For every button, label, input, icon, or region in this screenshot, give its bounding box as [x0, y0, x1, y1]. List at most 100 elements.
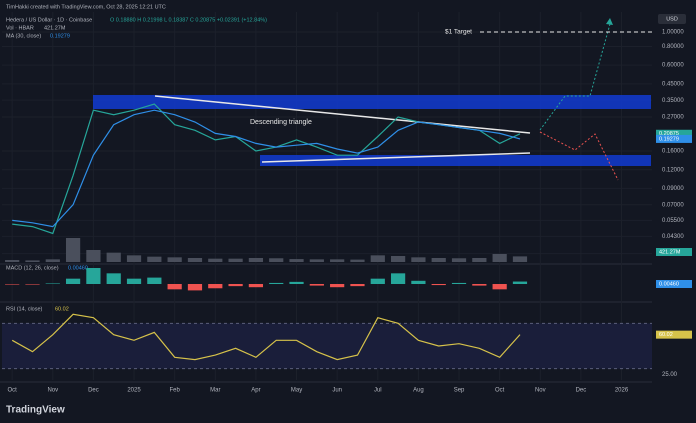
triangle-top	[154, 95, 531, 134]
indicator-line	[11, 313, 521, 361]
value-tag-label: 421.27M	[659, 249, 681, 255]
x-tick-label: May	[291, 388, 302, 394]
bar	[472, 258, 487, 262]
ma-legend: MA (30, close)	[6, 33, 41, 39]
bar	[350, 259, 365, 262]
triangle-bottom	[261, 152, 531, 163]
x-tick-label: Jun	[332, 388, 342, 394]
y-tick-label: 0.07000	[662, 202, 684, 208]
price-tag-label: 0.20875	[659, 131, 679, 137]
rsi-band	[2, 323, 652, 369]
x-tick-label: Feb	[169, 388, 180, 394]
bar	[228, 258, 243, 262]
bar	[350, 284, 365, 287]
bar	[228, 284, 243, 287]
currency[interactable]: USD	[666, 16, 678, 22]
rsi-legend-value: 60.02	[55, 306, 69, 312]
bar	[167, 284, 182, 290]
bar	[106, 273, 121, 284]
x-tick-label: Apr	[251, 388, 260, 394]
bar	[187, 258, 203, 262]
bar	[451, 258, 467, 262]
x-tick-label: Nov	[47, 388, 58, 394]
ma-legend-value: 0.19279	[50, 33, 70, 39]
bar	[126, 255, 142, 262]
bar	[147, 277, 162, 284]
x-tick-label: Mar	[210, 388, 220, 394]
x-tick-label: Jul	[374, 388, 382, 394]
macd-legend: MACD (12, 26, close)	[6, 265, 59, 271]
bar	[390, 256, 406, 262]
y-tick-label: 0.09000	[662, 186, 684, 192]
bar	[167, 257, 182, 262]
x-tick-label: Oct	[495, 388, 505, 394]
bar	[309, 259, 324, 262]
y-tick-label: 0.05500	[662, 218, 684, 224]
bar	[512, 281, 528, 284]
x-tick-label: Nov	[535, 388, 546, 394]
bar	[411, 257, 426, 262]
x-tick-label: Dec	[576, 388, 587, 394]
value-tag-label: 0.00460	[659, 281, 679, 287]
x-tick-label: Sep	[454, 388, 465, 394]
bar	[370, 255, 385, 262]
bar	[451, 282, 467, 284]
bar	[106, 252, 121, 262]
bar	[208, 284, 223, 289]
arrow-head	[606, 18, 613, 25]
bar	[5, 284, 20, 285]
pattern-label: Descending triangle	[250, 119, 312, 126]
bar	[45, 259, 60, 262]
bar	[431, 284, 446, 286]
currency-box[interactable]	[658, 14, 686, 24]
x-tick-label: 2026	[615, 388, 629, 394]
y-tick-label: 0.04300	[662, 234, 684, 240]
price-tag	[656, 330, 692, 339]
bar	[330, 284, 345, 288]
bar	[65, 278, 81, 284]
bar	[370, 278, 385, 284]
bar	[25, 260, 40, 262]
price-tag	[656, 129, 692, 138]
bar	[65, 238, 81, 262]
bar	[86, 268, 101, 284]
bar	[5, 260, 20, 262]
rsi-legend: RSI (14, close)	[6, 306, 43, 312]
bar	[208, 258, 223, 262]
bar	[187, 284, 203, 291]
price-axis	[652, 0, 696, 400]
bar	[512, 256, 528, 262]
vol-legend: Vol · HBAR	[6, 25, 34, 31]
bar	[492, 254, 507, 262]
y-tick-label: 0.80000	[662, 44, 684, 50]
bar	[248, 284, 264, 288]
vol-legend-value: 421.27M	[44, 25, 66, 31]
bar	[86, 250, 101, 262]
y-tick-label: 0.35000	[662, 98, 684, 104]
x-tick-label: 2025	[127, 388, 141, 394]
y-tick-label: 0.27000	[662, 115, 684, 121]
y-tick-label: 25.00	[662, 372, 678, 378]
bar	[390, 273, 406, 284]
y-tick-label: 1.00000	[662, 30, 684, 36]
credit: TimHakki created with TradingView.com, O…	[6, 4, 166, 10]
bar	[472, 284, 487, 286]
y-tick-label: 0.45000	[662, 81, 684, 87]
bar	[248, 258, 264, 262]
bar	[492, 284, 507, 290]
bar	[269, 258, 284, 262]
bar	[126, 278, 142, 284]
bar	[431, 258, 446, 262]
bar	[330, 259, 345, 262]
value-tag	[656, 280, 692, 288]
bar	[289, 259, 304, 262]
x-tick-label: Aug	[413, 388, 424, 394]
value-tag	[656, 248, 692, 256]
bear-projection	[539, 131, 619, 181]
bar	[289, 281, 304, 284]
macd-legend-value: 0.00460	[68, 265, 88, 271]
x-tick-label: Dec	[88, 388, 99, 394]
price-tag-label: 60.02	[659, 332, 673, 338]
x-tick-label: Oct	[7, 388, 17, 394]
